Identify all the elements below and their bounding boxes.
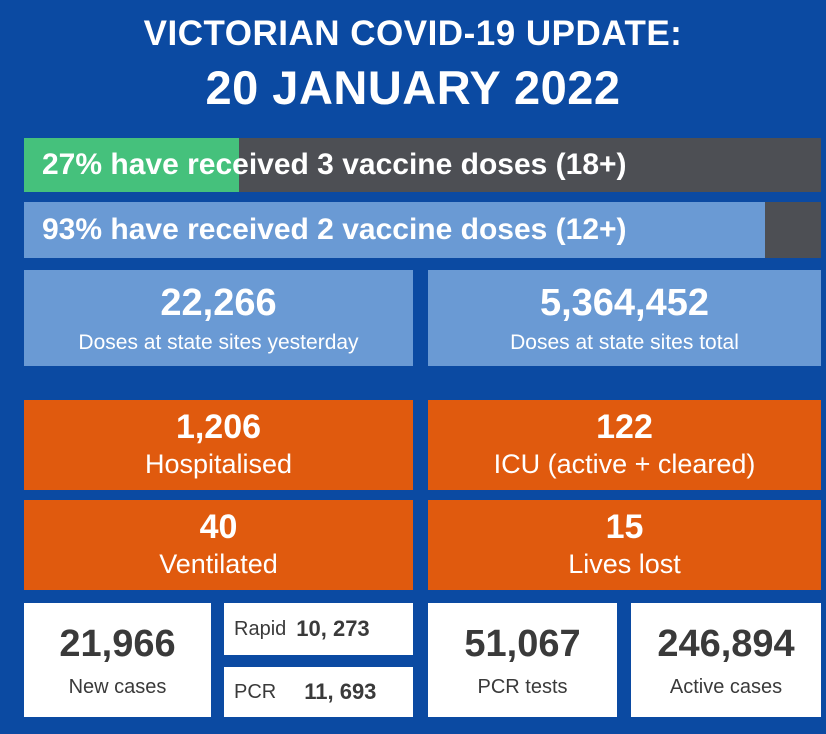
ventilated-label: Ventilated — [159, 549, 278, 579]
ventilated-card: 40 Ventilated — [24, 500, 413, 590]
doses-yesterday-card: 22,266 Doses at state sites yesterday — [24, 270, 413, 366]
active-cases-card: 246,894 Active cases — [631, 603, 821, 717]
hospitalised-label: Hospitalised — [144, 449, 293, 479]
vaccine-bar-2-doses: 93% have received 2 vaccine doses (12+) — [24, 202, 821, 258]
vaccine-bar-3-doses-fill — [24, 138, 240, 192]
new-cases-value: 21,966 — [59, 623, 176, 665]
lives-lost-value: 15 — [605, 508, 644, 546]
icu-value: 122 — [596, 408, 653, 446]
vaccine-bar-3-doses-label: 27% have received 3 vaccine doses (18+) — [42, 148, 627, 181]
pcr-positive-label: PCR — [234, 680, 277, 703]
doses-total-label: Doses at state sites total — [510, 331, 739, 354]
rapid-tests-value: 10, 273 — [296, 616, 370, 641]
pcr-tests-label: PCR tests — [477, 676, 568, 698]
hospitalised-value: 1,206 — [175, 408, 262, 446]
title-date: 20 JANUARY 2022 — [205, 61, 621, 114]
vaccine-bar-3-doses: 27% have received 3 vaccine doses (18+) — [24, 138, 821, 192]
rapid-tests-card: Rapid 10, 273 — [224, 603, 413, 655]
icu-card: 122 ICU (active + cleared) — [428, 400, 821, 490]
lives-lost-card: 15 Lives lost — [428, 500, 821, 590]
active-cases-value: 246,894 — [657, 623, 795, 665]
doses-total-card: 5,364,452 Doses at state sites total — [428, 270, 821, 366]
vaccine-bar-2-doses-label: 93% have received 2 vaccine doses (12+) — [42, 213, 627, 246]
doses-total-value: 5,364,452 — [539, 282, 710, 324]
new-cases-card: 21,966 New cases — [24, 603, 211, 717]
icu-label: ICU (active + cleared) — [493, 449, 756, 479]
pcr-tests-value: 51,067 — [464, 623, 581, 665]
hospitalised-card: 1,206 Hospitalised — [24, 400, 413, 490]
active-cases-label: Active cases — [669, 676, 783, 698]
ventilated-value: 40 — [199, 508, 238, 546]
pcr-positive-value: 11, 693 — [304, 679, 377, 704]
doses-yesterday-label: Doses at state sites yesterday — [78, 331, 359, 354]
vaccine-bar-2-doses-fill — [24, 202, 766, 258]
doses-yesterday-value: 22,266 — [160, 282, 277, 324]
pcr-tests-card: 51,067 PCR tests — [428, 603, 617, 717]
lives-lost-label: Lives lost — [568, 549, 681, 579]
new-cases-label: New cases — [68, 676, 167, 698]
title-line-1: VICTORIAN COVID-19 UPDATE: — [143, 14, 683, 53]
pcr-positive-card: PCR 11, 693 — [224, 667, 413, 717]
rapid-tests-label: Rapid — [234, 617, 287, 640]
